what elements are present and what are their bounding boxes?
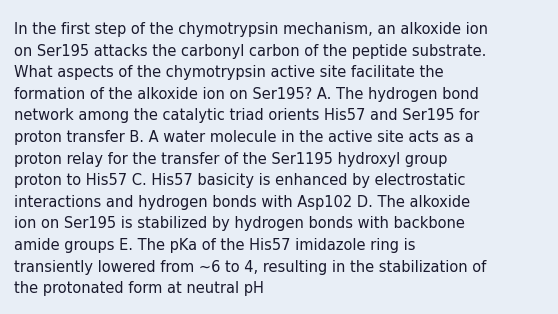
Text: In the first step of the chymotrypsin mechanism, an alkoxide ion
on Ser195 attac: In the first step of the chymotrypsin me… (14, 22, 488, 296)
